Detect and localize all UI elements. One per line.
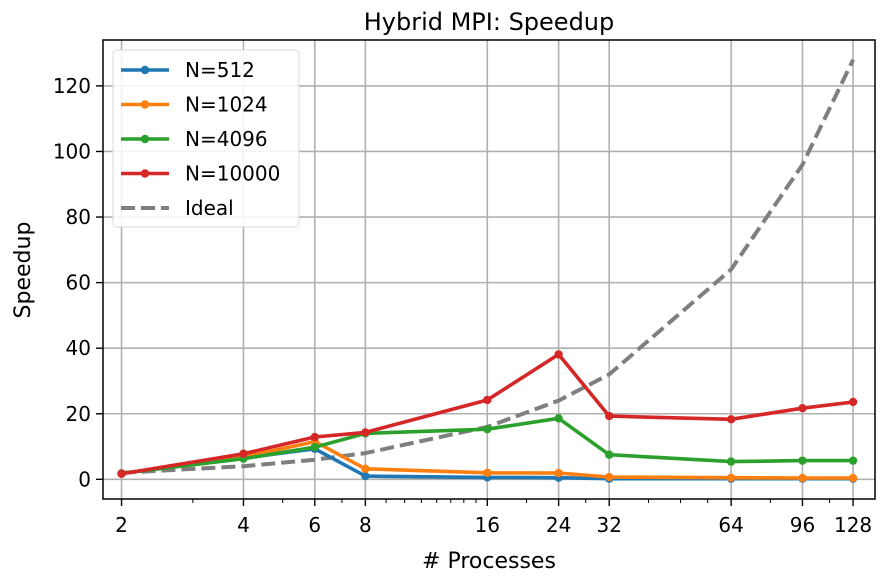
plot-frame: [102, 39, 876, 500]
data-point-n-4096: [605, 450, 614, 459]
x-tick-label: 32: [596, 513, 621, 537]
data-point-n-10000: [361, 428, 370, 437]
legend-marker-n-10000: [140, 169, 150, 178]
series-layer: [117, 58, 858, 483]
x-tick-label: 8: [359, 513, 372, 537]
x-tick-label: 6: [308, 513, 321, 537]
x-tick-label: 4: [237, 513, 250, 537]
legend-marker-n-512: [140, 65, 150, 75]
x-tick-label: 96: [790, 513, 815, 537]
legend-label-n-4096: N=4096: [185, 127, 268, 151]
data-point-n-1024: [798, 473, 807, 483]
data-point-n-4096: [798, 456, 807, 465]
y-tick-label: 60: [66, 271, 91, 295]
data-point-n-1024: [361, 464, 370, 474]
data-point-n-10000: [483, 395, 492, 405]
data-point-n-10000: [117, 469, 126, 478]
legend: N=512 N=1024 N=4096 N=10000 Ideal: [112, 49, 300, 228]
y-tick-label: 120: [53, 74, 91, 98]
data-point-n-1024: [483, 468, 492, 477]
series-line-n-10000: [121, 352, 854, 476]
x-tick-label: 64: [718, 513, 743, 537]
x-tick-label: 128: [834, 513, 872, 537]
data-point-n-10000: [848, 397, 858, 407]
data-point-n-10000: [605, 411, 614, 421]
series-line-n-1024: [121, 439, 854, 480]
y-tick-label: 40: [66, 336, 91, 360]
legend-label-n-1024: N=1024: [185, 93, 268, 117]
x-tick-label: 2: [115, 513, 128, 537]
data-point-n-1024: [605, 472, 614, 482]
data-point-n-10000: [726, 415, 736, 424]
x-axis-label: # Processes: [422, 549, 556, 574]
data-point-n-4096: [483, 424, 492, 434]
y-tick-label: 80: [66, 205, 91, 229]
series-line-n-4096: [121, 416, 854, 476]
data-point-n-1024: [848, 473, 858, 483]
x-tick-label: 24: [546, 513, 571, 537]
y-axis-label: Speedup: [11, 222, 36, 319]
y-tick-label: 0: [78, 467, 91, 491]
series-line-ideal: [121, 58, 855, 475]
data-point-n-1024: [554, 468, 563, 478]
legend-box: [112, 49, 300, 228]
data-point-n-10000: [310, 432, 319, 442]
legend-marker-n-4096: [140, 134, 150, 144]
grid: [103, 40, 875, 499]
y-tick-label: 100: [53, 139, 91, 163]
legend-label-n-512: N=512: [185, 58, 255, 82]
data-point-n-4096: [310, 442, 319, 452]
legend-marker-n-1024: [140, 100, 150, 109]
data-point-n-4096: [726, 457, 736, 466]
chart-title: Hybrid MPI: Speedup: [364, 8, 615, 36]
legend-label-ideal: Ideal: [185, 196, 234, 220]
data-point-n-10000: [239, 449, 248, 458]
data-point-n-4096: [554, 414, 563, 423]
data-point-n-4096: [848, 456, 858, 465]
data-point-n-10000: [798, 403, 807, 413]
data-point-n-1024: [726, 473, 736, 482]
y-tick-label: 20: [66, 402, 91, 426]
data-point-n-10000: [554, 350, 563, 359]
legend-label-n-10000: N=10000: [185, 162, 280, 186]
x-tick-label: 16: [475, 513, 500, 537]
data-point-n-512: [361, 471, 370, 481]
